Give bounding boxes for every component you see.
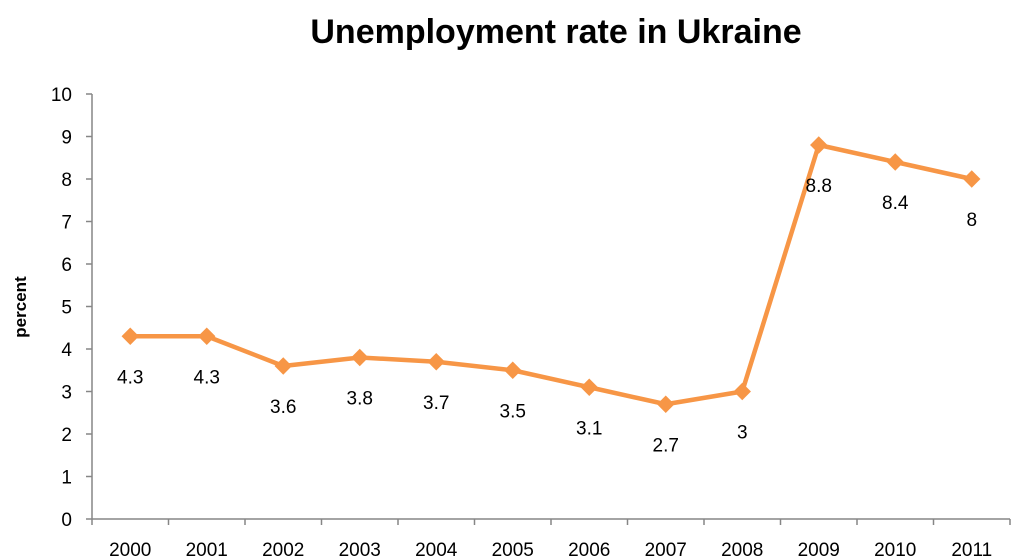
x-tick-label: 2005 xyxy=(492,540,534,560)
data-label: 8.4 xyxy=(882,193,909,214)
data-point-marker xyxy=(351,348,369,367)
x-tick-label: 2008 xyxy=(721,540,763,560)
y-tick-label: 2 xyxy=(61,425,72,446)
y-tick-label: 7 xyxy=(61,213,72,234)
y-tick-label: 6 xyxy=(61,255,72,276)
data-point-marker xyxy=(504,361,522,379)
data-label: 8 xyxy=(966,210,977,231)
y-tick-label: 4 xyxy=(61,340,72,361)
data-labels-layer: 4.3 4.3 3.6 3.8 3.7 3.5 3.1 2.7 3 8.8 8.4 8 xyxy=(117,176,977,456)
y-tick-label: 8 xyxy=(61,170,72,191)
data-label: 8.8 xyxy=(806,176,832,197)
data-point-marker xyxy=(580,378,598,396)
y-axis-title: percent xyxy=(11,276,30,338)
data-point-marker xyxy=(886,153,904,171)
x-tick-label: 2007 xyxy=(645,540,687,560)
y-tick-label: 10 xyxy=(51,85,72,106)
x-tick-label: 2000 xyxy=(109,540,151,560)
data-point-marker xyxy=(198,327,216,345)
series-line xyxy=(128,142,974,407)
data-point-marker xyxy=(810,136,828,154)
y-tick-label: 1 xyxy=(61,468,72,489)
x-tick-label: 2010 xyxy=(874,540,916,560)
data-point-marker xyxy=(427,353,445,371)
data-label: 4.3 xyxy=(117,367,143,388)
data-point-marker xyxy=(657,395,675,413)
chart-title: Unemployment rate in Ukraine xyxy=(310,13,801,51)
x-tick-label: 2006 xyxy=(568,540,610,560)
data-label: 3.8 xyxy=(347,389,373,410)
y-tick-label: 0 xyxy=(61,510,72,531)
data-point-marker xyxy=(733,382,751,401)
data-point-marker xyxy=(274,357,292,375)
axes: 0 1 2 3 4 5 6 7 8 9 10 2000 2001 2002 2003 2004 2005 2006… xyxy=(51,85,1011,560)
x-tick-label: 2003 xyxy=(339,540,381,560)
data-label: 3 xyxy=(737,423,748,444)
data-label: 2.7 xyxy=(653,435,679,456)
x-tick-label: 2001 xyxy=(186,540,228,560)
y-tick-label: 3 xyxy=(61,383,72,404)
data-label: 4.3 xyxy=(194,367,220,388)
data-point-marker xyxy=(963,170,981,188)
data-label: 3.6 xyxy=(270,397,296,418)
data-label: 3.5 xyxy=(500,401,526,422)
y-tick-label: 9 xyxy=(61,128,72,149)
series-layer xyxy=(121,136,981,413)
x-tick-label: 2009 xyxy=(798,540,840,560)
data-label: 3.1 xyxy=(576,418,602,439)
x-tick-label: 2004 xyxy=(415,540,458,560)
x-tick-label: 2002 xyxy=(262,540,304,560)
data-point-marker xyxy=(121,327,139,345)
data-label: 3.7 xyxy=(423,393,449,414)
x-tick-label: 2011 xyxy=(951,540,992,560)
y-tick-label: 5 xyxy=(61,298,72,319)
